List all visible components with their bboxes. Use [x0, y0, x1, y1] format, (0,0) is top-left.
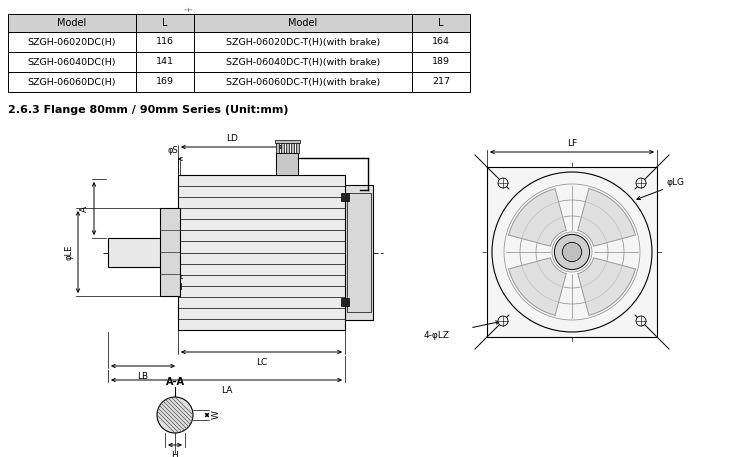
Text: W: W — [212, 410, 221, 420]
Polygon shape — [578, 189, 636, 246]
Text: L: L — [162, 18, 168, 28]
Text: 169: 169 — [156, 78, 174, 86]
Text: H: H — [172, 451, 178, 457]
Polygon shape — [509, 258, 566, 315]
Bar — [347, 193, 371, 312]
Polygon shape — [578, 258, 636, 315]
Bar — [136, 14, 194, 32]
Bar — [412, 72, 470, 92]
Bar — [345, 185, 373, 320]
Text: φLG: φLG — [666, 178, 685, 186]
Text: 4-φLZ: 4-φLZ — [424, 331, 450, 340]
Circle shape — [554, 234, 589, 270]
Text: A-A: A-A — [166, 377, 185, 387]
Polygon shape — [509, 189, 566, 246]
Text: 217: 217 — [432, 78, 450, 86]
Circle shape — [636, 316, 646, 326]
Bar — [8, 14, 136, 32]
Bar — [276, 153, 298, 175]
Text: SZGH-06060DC(H): SZGH-06060DC(H) — [28, 78, 117, 86]
Bar — [412, 14, 470, 32]
Bar — [487, 167, 657, 337]
Text: LB: LB — [138, 372, 149, 381]
Text: 141: 141 — [156, 58, 174, 67]
Text: LD: LD — [226, 134, 238, 143]
Bar — [412, 32, 470, 52]
Bar — [194, 52, 412, 72]
Circle shape — [157, 397, 193, 433]
Text: LI: LI — [175, 283, 183, 292]
Text: 164: 164 — [432, 37, 450, 47]
Bar — [136, 52, 194, 72]
Bar — [412, 52, 470, 72]
Text: LC: LC — [256, 358, 267, 367]
Bar — [285, 143, 289, 153]
Bar — [295, 143, 298, 153]
Text: 189: 189 — [432, 58, 450, 67]
Bar — [276, 143, 279, 153]
Bar — [194, 14, 412, 32]
Text: Model: Model — [288, 18, 317, 28]
Text: Model: Model — [57, 18, 86, 28]
Bar — [290, 143, 293, 153]
Text: SZGH-06020DC-T(H)(with brake): SZGH-06020DC-T(H)(with brake) — [226, 37, 380, 47]
Text: SZGH-06060DC-T(H)(with brake): SZGH-06060DC-T(H)(with brake) — [226, 78, 380, 86]
Text: SZGH-06040DC-T(H)(with brake): SZGH-06040DC-T(H)(with brake) — [226, 58, 380, 67]
Bar — [136, 32, 194, 52]
Bar — [194, 72, 412, 92]
Text: L: L — [438, 18, 443, 28]
Circle shape — [562, 242, 582, 262]
Text: φLE: φLE — [64, 244, 73, 260]
Bar — [8, 52, 136, 72]
Text: SZGH-06020DC(H): SZGH-06020DC(H) — [28, 37, 117, 47]
Bar — [341, 193, 349, 201]
Circle shape — [498, 316, 508, 326]
Text: A: A — [80, 206, 89, 212]
Bar — [8, 72, 136, 92]
Text: LF: LF — [567, 139, 577, 148]
Bar — [160, 208, 180, 296]
Bar — [341, 298, 349, 306]
Text: φS: φS — [167, 146, 178, 155]
Text: LA: LA — [221, 386, 232, 395]
Bar — [178, 175, 345, 330]
Bar — [281, 143, 284, 153]
Text: 2.6.3 Flange 80mm / 90mm Series (Unit:mm): 2.6.3 Flange 80mm / 90mm Series (Unit:mm… — [8, 105, 289, 115]
Text: 116: 116 — [156, 37, 174, 47]
Bar — [8, 32, 136, 52]
Text: ⊣⊢: ⊣⊢ — [183, 7, 193, 12]
Bar — [274, 140, 300, 143]
Text: SZGH-06040DC(H): SZGH-06040DC(H) — [28, 58, 117, 67]
Circle shape — [498, 178, 508, 188]
Circle shape — [636, 178, 646, 188]
Bar — [194, 32, 412, 52]
Bar — [136, 72, 194, 92]
Bar — [108, 238, 178, 267]
